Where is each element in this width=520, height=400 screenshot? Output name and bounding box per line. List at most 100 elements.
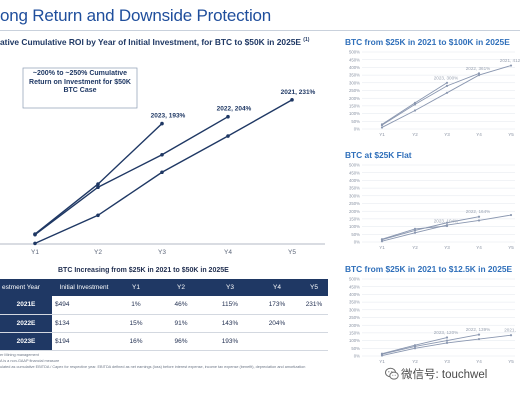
table-header-row: estment Year Initial Investment Y1 Y2 Y3… bbox=[0, 279, 328, 296]
x-tick-label: Y4 bbox=[476, 245, 482, 250]
data-point bbox=[445, 81, 449, 84]
data-point bbox=[477, 215, 481, 218]
investment-table: estment Year Initial Investment Y1 Y2 Y3… bbox=[0, 279, 328, 351]
main-x-tick-label: Y4 bbox=[224, 249, 232, 256]
main-series-line bbox=[34, 123, 163, 235]
table-row: 2022E $134 15% 91% 143% 204% bbox=[0, 314, 328, 333]
data-point bbox=[413, 103, 417, 106]
main-data-point bbox=[160, 152, 164, 157]
series-line bbox=[381, 334, 480, 355]
table-cell: 91% bbox=[156, 314, 206, 333]
data-point bbox=[509, 64, 513, 67]
col-header: Y2 bbox=[156, 279, 206, 296]
data-point bbox=[445, 221, 449, 224]
data-point bbox=[413, 231, 417, 234]
table-cell: 193% bbox=[206, 332, 254, 351]
y-tick-label: 300% bbox=[349, 80, 360, 85]
footnotes: er Mining management A is a non-GAAP fin… bbox=[0, 352, 305, 370]
end-label: 2022, 139% bbox=[466, 327, 491, 332]
side-chart-bot-title: BTC from $25K in 2021 to $12.5K in 2025E bbox=[345, 264, 513, 274]
y-tick-label: 100% bbox=[349, 111, 360, 116]
y-tick-label: 250% bbox=[349, 315, 360, 320]
x-tick-label: Y1 bbox=[379, 359, 385, 364]
main-x-tick-label: Y1 bbox=[31, 249, 39, 256]
col-header: Y5 bbox=[300, 279, 328, 296]
table-cell: $134 bbox=[52, 314, 116, 333]
end-label: 2023, 120% bbox=[434, 330, 459, 335]
end-label: 2022, 164% bbox=[466, 209, 491, 214]
y-tick-label: 400% bbox=[349, 292, 360, 297]
main-x-ticks: Y1 Y2 Y3 Y4 Y5 bbox=[31, 249, 296, 256]
main-data-point bbox=[160, 170, 164, 175]
table-cell bbox=[254, 332, 300, 351]
y-tick-label: 300% bbox=[349, 193, 360, 198]
data-point bbox=[477, 74, 481, 77]
main-chart-title-text: ative Cumulative ROI by Year of Initial … bbox=[0, 37, 301, 47]
y-tick-label: 350% bbox=[349, 300, 360, 305]
data-point bbox=[509, 334, 513, 337]
y-tick-label: 500% bbox=[349, 50, 360, 55]
table-cell: 16% bbox=[116, 332, 156, 351]
data-point bbox=[445, 336, 449, 339]
y-tick-label: 50% bbox=[351, 346, 360, 351]
y-tick-label: 0% bbox=[354, 354, 360, 359]
side-chart-top: 0% 50% 100% 150% 200% 250% 300% 350% 400% 450% 500… bbox=[349, 50, 520, 137]
x-tick-label: Y4 bbox=[476, 132, 482, 137]
y-tick-label: 150% bbox=[349, 217, 360, 222]
side-chart-bottom: 0% 50% 100% 150% 200% 250% 300% 350% 400% 450% 500… bbox=[349, 277, 516, 364]
table-caption: BTC Increasing from $25K in 2021 to $50K… bbox=[58, 267, 229, 274]
y-tick-label: 50% bbox=[351, 119, 360, 124]
data-point bbox=[477, 72, 481, 75]
main-data-point bbox=[226, 134, 230, 138]
series-line bbox=[381, 72, 480, 126]
table-cell: $494 bbox=[52, 296, 116, 315]
y-tick-label: 150% bbox=[349, 331, 360, 336]
main-chart: Y1 Y2 Y3 Y4 Y5 2021, 231% 2022, 204% 2023, 193… bbox=[0, 67, 325, 256]
table-cell: 46% bbox=[156, 296, 206, 315]
main-data-point bbox=[96, 182, 100, 186]
callout-box: ~200% to ~250% Cumulative Return on Inve… bbox=[22, 67, 138, 109]
data-point bbox=[477, 219, 481, 222]
x-tick-label: Y1 bbox=[379, 132, 385, 137]
data-point bbox=[380, 352, 384, 355]
col-header: estment Year bbox=[0, 279, 52, 296]
data-point bbox=[477, 333, 481, 336]
y-tick-label: 350% bbox=[349, 186, 360, 191]
table-cell bbox=[300, 314, 328, 333]
data-point bbox=[477, 337, 481, 341]
main-data-point bbox=[96, 185, 100, 190]
x-tick-label: Y2 bbox=[412, 359, 418, 364]
footnote-line: ulated as cumulative EBITDA / Capex for … bbox=[0, 365, 306, 369]
y-tick-label: 400% bbox=[349, 65, 360, 70]
data-point bbox=[509, 213, 513, 217]
side-chart-mid-title: BTC at $25K Flat bbox=[345, 150, 412, 160]
table-cell: 231% bbox=[300, 296, 328, 315]
side-chart-mid: 0% 50% 100% 150% 200% 250% 300% 350% 400% 450% 500… bbox=[349, 163, 515, 250]
y-tick-label: 200% bbox=[349, 209, 360, 214]
page-title: ong Return and Downside Protection bbox=[0, 6, 272, 25]
table-cell-year: 2023E bbox=[0, 332, 52, 351]
x-tick-label: Y3 bbox=[444, 359, 450, 364]
main-end-label: 2022, 204% bbox=[217, 106, 252, 113]
y-tick-label: 450% bbox=[349, 170, 360, 175]
y-tick-label: 400% bbox=[349, 178, 360, 183]
y-tick-label: 500% bbox=[349, 277, 360, 282]
x-tick-label: Y3 bbox=[444, 132, 450, 137]
side-chart-top-title: BTC from $25K in 2021 to $100K in 2025E bbox=[345, 37, 510, 47]
col-header: Y4 bbox=[254, 279, 300, 296]
table-cell: 15% bbox=[116, 314, 156, 333]
main-end-labels: 2021, 231% 2022, 204% 2023, 193% bbox=[151, 89, 316, 120]
wechat-watermark: 微信号: touchwel bbox=[385, 362, 520, 386]
y-tick-label: 250% bbox=[349, 88, 360, 93]
callout-text: ~200% to ~250% Cumulative Return on Inve… bbox=[29, 70, 131, 95]
y-tick-label: 450% bbox=[349, 284, 360, 289]
y-tick-label: 200% bbox=[349, 323, 360, 328]
table-cell: 1% bbox=[116, 296, 156, 315]
data-point bbox=[380, 240, 384, 243]
main-data-point bbox=[33, 241, 37, 246]
end-label: 2021, bbox=[504, 328, 516, 333]
y-tick-label: 300% bbox=[349, 307, 360, 312]
data-point bbox=[413, 101, 417, 104]
y-tick-label: 500% bbox=[349, 163, 360, 168]
footnote-line: er Mining management bbox=[0, 353, 39, 357]
